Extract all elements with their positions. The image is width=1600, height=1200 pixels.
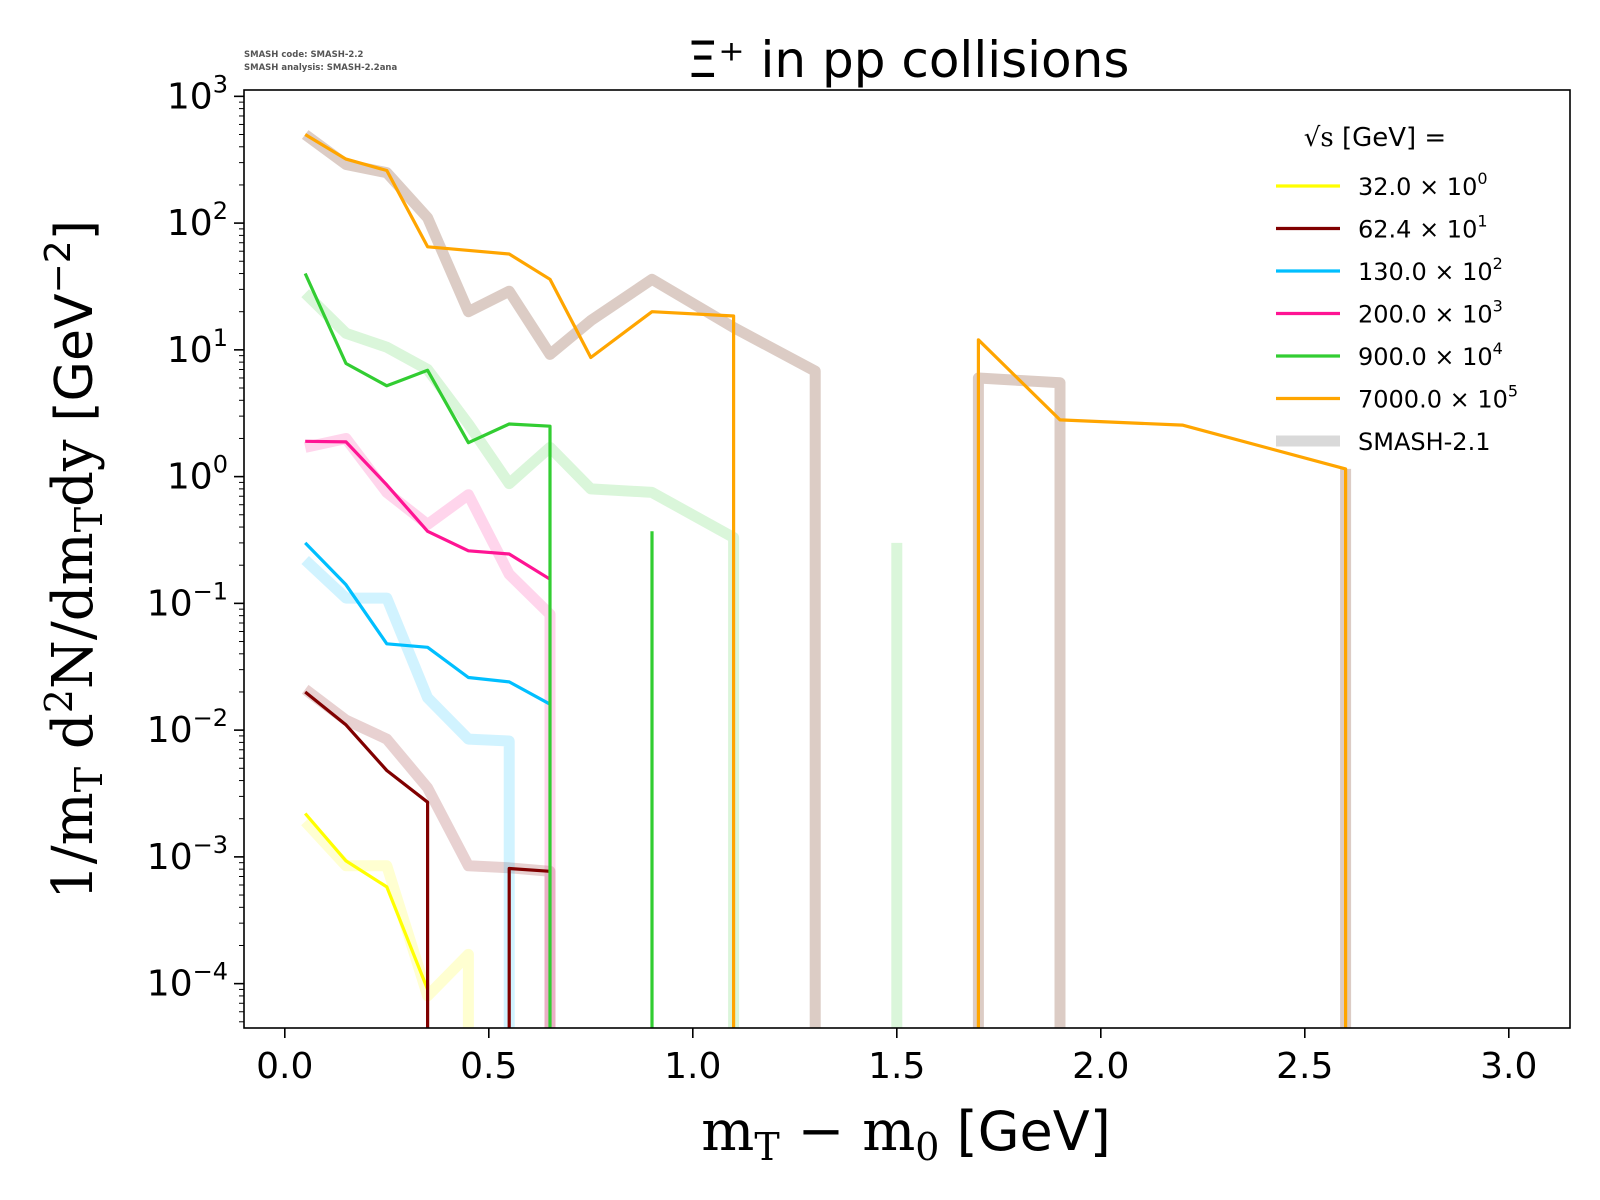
x-label-sub2: 0 — [915, 1125, 939, 1169]
x-label-minus: − m — [780, 1099, 916, 1164]
y-label-part3: N/dm — [41, 532, 106, 689]
legend-label: 32.0 × 100 — [1358, 169, 1488, 201]
legend: √s [GeV] = 32.0 × 100 62.4 × 101 130.0 × 1… — [1276, 123, 1518, 456]
y-label-part1: 1/m — [41, 792, 106, 900]
series-line-5 — [304, 133, 1348, 1028]
y-label-part2: d — [41, 713, 106, 767]
x-axis: 0.0 0.5 1.0 1.5 2.0 2.5 3.0 — [256, 1028, 1537, 1087]
series-line-1 — [304, 690, 551, 1028]
x-tick-label: 2.0 — [1072, 1046, 1129, 1087]
legend-label: 62.4 × 101 — [1358, 212, 1488, 244]
y-label-unit: [GeV — [45, 293, 105, 422]
y-label-sub2: T — [67, 507, 111, 532]
y-tick-label: 100 — [167, 451, 228, 498]
watermark-line-1: SMASH code: SMASH-2.2 — [244, 50, 364, 60]
legend-label: 7000.0 × 105 — [1358, 382, 1518, 414]
legend-title-root: √s — [1304, 123, 1334, 153]
y-label-part4: dy — [41, 422, 106, 507]
x-tick-label: 2.5 — [1276, 1046, 1333, 1087]
series-line-3 — [305, 439, 551, 581]
x-tick-label: 1.0 — [664, 1046, 721, 1087]
legend-label: 900.0 × 104 — [1358, 339, 1503, 371]
reference-line-130-0 — [301, 555, 515, 1028]
legend-label: 130.0 × 102 — [1358, 254, 1503, 286]
x-label-unit: [GeV] — [939, 1100, 1110, 1163]
x-tick-label: 0.5 — [460, 1046, 517, 1087]
reference-line-900-0 — [301, 289, 903, 1028]
x-axis-label: mT − m0 [GeV] — [701, 1099, 1111, 1169]
series-group — [303, 133, 1348, 1028]
watermark-line-2: SMASH analysis: SMASH-2.2ana — [244, 63, 397, 73]
y-label-unit-end: ] — [45, 220, 105, 240]
y-label-sup: 2 — [37, 689, 81, 713]
y-tick-label: 101 — [167, 324, 228, 371]
series-line-0 — [303, 812, 430, 990]
y-tick-label: 10−2 — [147, 704, 228, 751]
x-tick-label: 3.0 — [1480, 1046, 1537, 1087]
y-label-unit-sup: −2 — [38, 240, 79, 293]
series-line-4 — [303, 272, 654, 1028]
y-axis-label: 1/mT d2N/dmTdy [GeV−2] — [37, 220, 111, 900]
y-axis: 103 102 101 100 10−1 10−2 10−3 10−4 — [147, 70, 244, 1023]
legend-title: √s [GeV] = — [1304, 123, 1446, 153]
series-line-2 — [304, 541, 551, 706]
reference-line-32-0 — [301, 817, 474, 1028]
plot-frame — [243, 89, 1571, 1029]
y-tick-label: 10−1 — [147, 577, 228, 624]
x-label-m: m — [701, 1099, 754, 1164]
chart-title: Ξ⁺ in pp collisions — [687, 31, 1130, 89]
legend-label: 200.0 × 103 — [1358, 297, 1503, 329]
y-tick-label: 10−3 — [147, 831, 228, 878]
legend-title-rest: [GeV] = — [1334, 123, 1447, 153]
y-tick-label: 102 — [167, 197, 228, 244]
y-label-sub1: T — [67, 767, 111, 792]
x-tick-label: 1.5 — [868, 1046, 925, 1087]
legend-label-reference: SMASH-2.1 — [1358, 428, 1490, 456]
y-tick-label: 103 — [167, 70, 228, 117]
x-label-sub: T — [754, 1125, 779, 1169]
x-tick-label: 0.0 — [256, 1046, 313, 1087]
y-tick-label: 10−4 — [147, 958, 228, 1005]
